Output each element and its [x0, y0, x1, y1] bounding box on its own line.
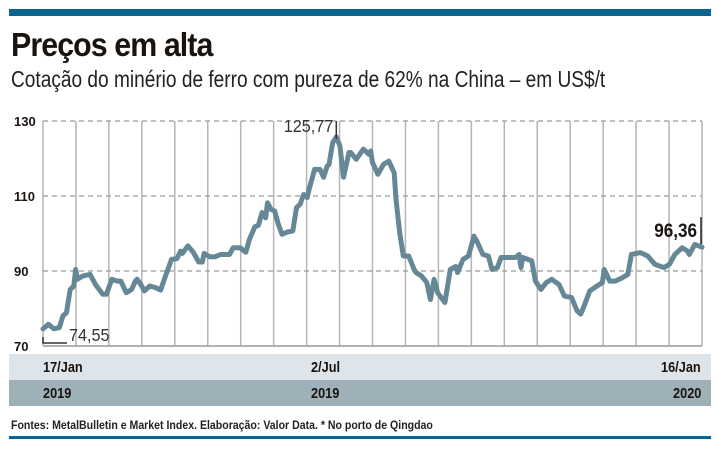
x-tick-date-mid: 2/Jul — [311, 359, 341, 376]
bottom-rule — [9, 436, 711, 439]
date-band: 17/Jan 2/Jul 16/Jan — [9, 354, 711, 380]
x-tick-year-start: 2019 — [43, 385, 72, 402]
y-tick-label: 90 — [14, 264, 28, 279]
year-band: 2019 2019 2020 — [9, 380, 711, 406]
y-tick-label: 70 — [14, 339, 28, 354]
chart-subtitle: Cotação do minério de ferro com pureza d… — [11, 66, 606, 92]
last-value-label: 96,36 — [654, 220, 697, 241]
source-note: Fontes: MetalBulletin e Market Index. El… — [11, 418, 433, 432]
x-tick-date-end: 16/Jan — [661, 359, 701, 376]
top-rule — [9, 9, 711, 16]
y-tick-label: 110 — [14, 189, 35, 204]
max-label: 125,77 — [284, 116, 334, 136]
chart-title: Preços em alta — [11, 26, 213, 63]
min-label: 74,55 — [69, 325, 110, 345]
min-marker — [42, 336, 67, 344]
price-line — [40, 134, 705, 332]
y-tick-label: 130 — [14, 114, 36, 129]
x-tick-year-mid: 2019 — [311, 385, 340, 402]
x-tick-year-end: 2020 — [672, 385, 701, 402]
x-tick-date-start: 17/Jan — [43, 359, 83, 376]
